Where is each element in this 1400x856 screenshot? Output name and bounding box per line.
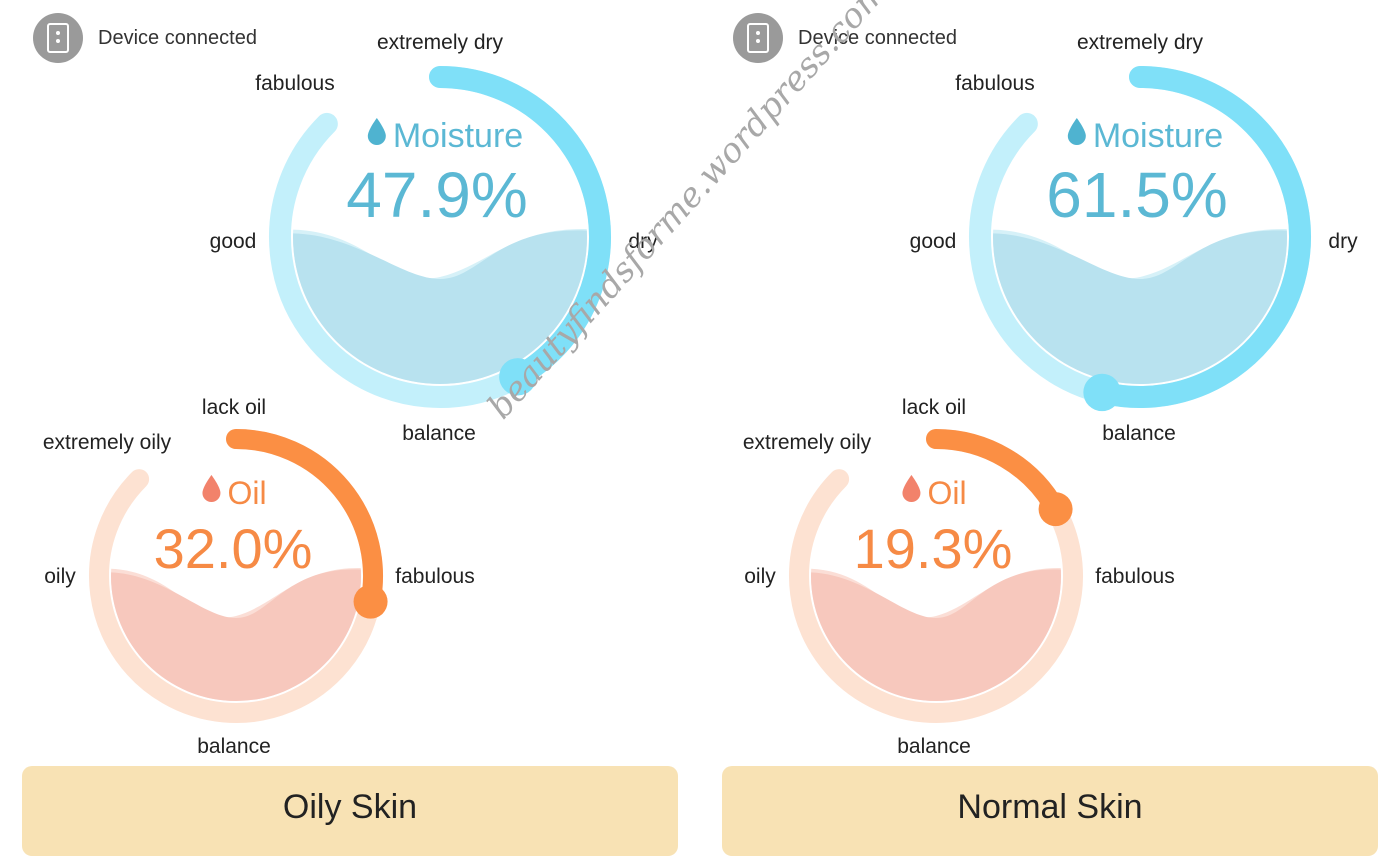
moisture-value-arc (1091, 66, 1311, 408)
label-dry: dry (1328, 230, 1358, 253)
label-good: good (209, 230, 257, 253)
moisture-value-knob[interactable] (1083, 373, 1121, 412)
water-drop-icon (1067, 117, 1087, 156)
label-fabulous: fabulous (955, 72, 1035, 95)
oil-title: Oil (201, 474, 267, 512)
label-balance: balance (197, 735, 271, 758)
oil-title: Oil (901, 474, 967, 512)
label-lack-oil: lack oil (901, 396, 967, 419)
moisture-percent: 61.5% (1046, 159, 1228, 231)
water-drop-icon (367, 117, 387, 156)
oil-value-arc (926, 429, 1066, 520)
left-panel: Device connected Moisture 47.9% extremel… (0, 0, 700, 856)
oil-title-text: Oil (927, 474, 967, 511)
oil-wave (811, 569, 1061, 701)
label-extremely-oily: extremely oily (742, 431, 872, 454)
label-good: good (909, 230, 957, 253)
oil-value-knob[interactable] (353, 584, 388, 619)
skin-type-text: Oily Skin (282, 788, 418, 826)
label-balance: balance (1102, 422, 1176, 445)
right-panel: Device connected Moisture 61.5% extremel… (700, 0, 1400, 856)
moisture-title-text: Moisture (392, 117, 524, 155)
label-extremely-dry: extremely dry (1076, 31, 1204, 54)
oil-value-arc (226, 429, 383, 612)
moisture-title-text: Moisture (1092, 117, 1224, 155)
skin-type-result[interactable]: Normal Skin (722, 766, 1378, 856)
oil-wave (111, 569, 361, 701)
label-fabulous: fabulous (255, 72, 335, 95)
device-icon[interactable] (733, 13, 783, 63)
device-status: Device connected (733, 13, 957, 63)
moisture-title: Moisture (1067, 117, 1223, 156)
device-icon[interactable] (33, 13, 83, 63)
oil-value-knob[interactable] (1038, 492, 1073, 527)
oil-drop-icon (201, 474, 221, 512)
oil-percent: 32.0% (153, 517, 313, 580)
moisture-title: Moisture (367, 117, 523, 156)
device-status-text: Device connected (798, 26, 957, 49)
oil-gauge (89, 429, 388, 723)
label-lack-oil: lack oil (201, 396, 267, 419)
oil-title-text: Oil (227, 474, 267, 511)
moisture-value-arc (429, 66, 611, 388)
label-balance: balance (402, 422, 476, 445)
moisture-wave (993, 230, 1287, 384)
label-oily: oily (44, 565, 76, 588)
label-extremely-dry: extremely dry (376, 31, 504, 54)
skin-type-text: Normal Skin (957, 788, 1143, 826)
label-extremely-oily: extremely oily (42, 431, 172, 454)
skin-type-result[interactable]: Oily Skin (22, 766, 678, 856)
device-status: Device connected (33, 13, 257, 63)
device-status-text: Device connected (98, 26, 257, 49)
moisture-value-knob[interactable] (499, 358, 537, 396)
label-fabulous: fabulous (395, 565, 475, 588)
moisture-percent: 47.9% (346, 159, 528, 231)
label-fabulous: fabulous (1095, 565, 1175, 588)
label-oily: oily (744, 565, 776, 588)
oil-gauge (789, 429, 1083, 723)
oil-drop-icon (901, 474, 921, 512)
label-balance: balance (897, 735, 971, 758)
oil-percent: 19.3% (853, 517, 1013, 580)
label-dry: dry (628, 230, 658, 253)
moisture-gauge (969, 66, 1311, 412)
moisture-gauge (269, 66, 611, 408)
